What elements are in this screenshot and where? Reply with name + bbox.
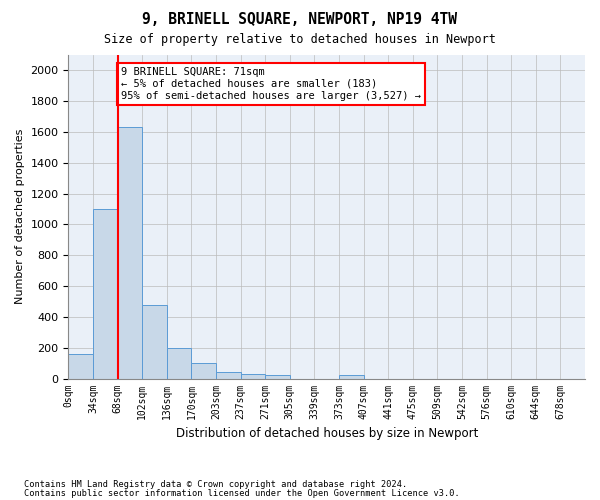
Bar [241, 374, 265, 378]
Bar [118, 128, 142, 378]
Text: Contains HM Land Registry data © Crown copyright and database right 2024.: Contains HM Land Registry data © Crown c… [24, 480, 407, 489]
Bar [339, 376, 364, 378]
Bar [191, 363, 216, 378]
Text: 9 BRINELL SQUARE: 71sqm
← 5% of detached houses are smaller (183)
95% of semi-de: 9 BRINELL SQUARE: 71sqm ← 5% of detached… [121, 68, 421, 100]
Bar [167, 348, 191, 378]
Bar [68, 354, 93, 378]
Y-axis label: Number of detached properties: Number of detached properties [15, 129, 25, 304]
Bar [265, 376, 290, 378]
Text: Size of property relative to detached houses in Newport: Size of property relative to detached ho… [104, 32, 496, 46]
Bar [93, 209, 118, 378]
Bar [142, 304, 167, 378]
Text: Contains public sector information licensed under the Open Government Licence v3: Contains public sector information licen… [24, 490, 460, 498]
Bar [216, 372, 241, 378]
X-axis label: Distribution of detached houses by size in Newport: Distribution of detached houses by size … [176, 427, 478, 440]
Text: 9, BRINELL SQUARE, NEWPORT, NP19 4TW: 9, BRINELL SQUARE, NEWPORT, NP19 4TW [143, 12, 458, 28]
